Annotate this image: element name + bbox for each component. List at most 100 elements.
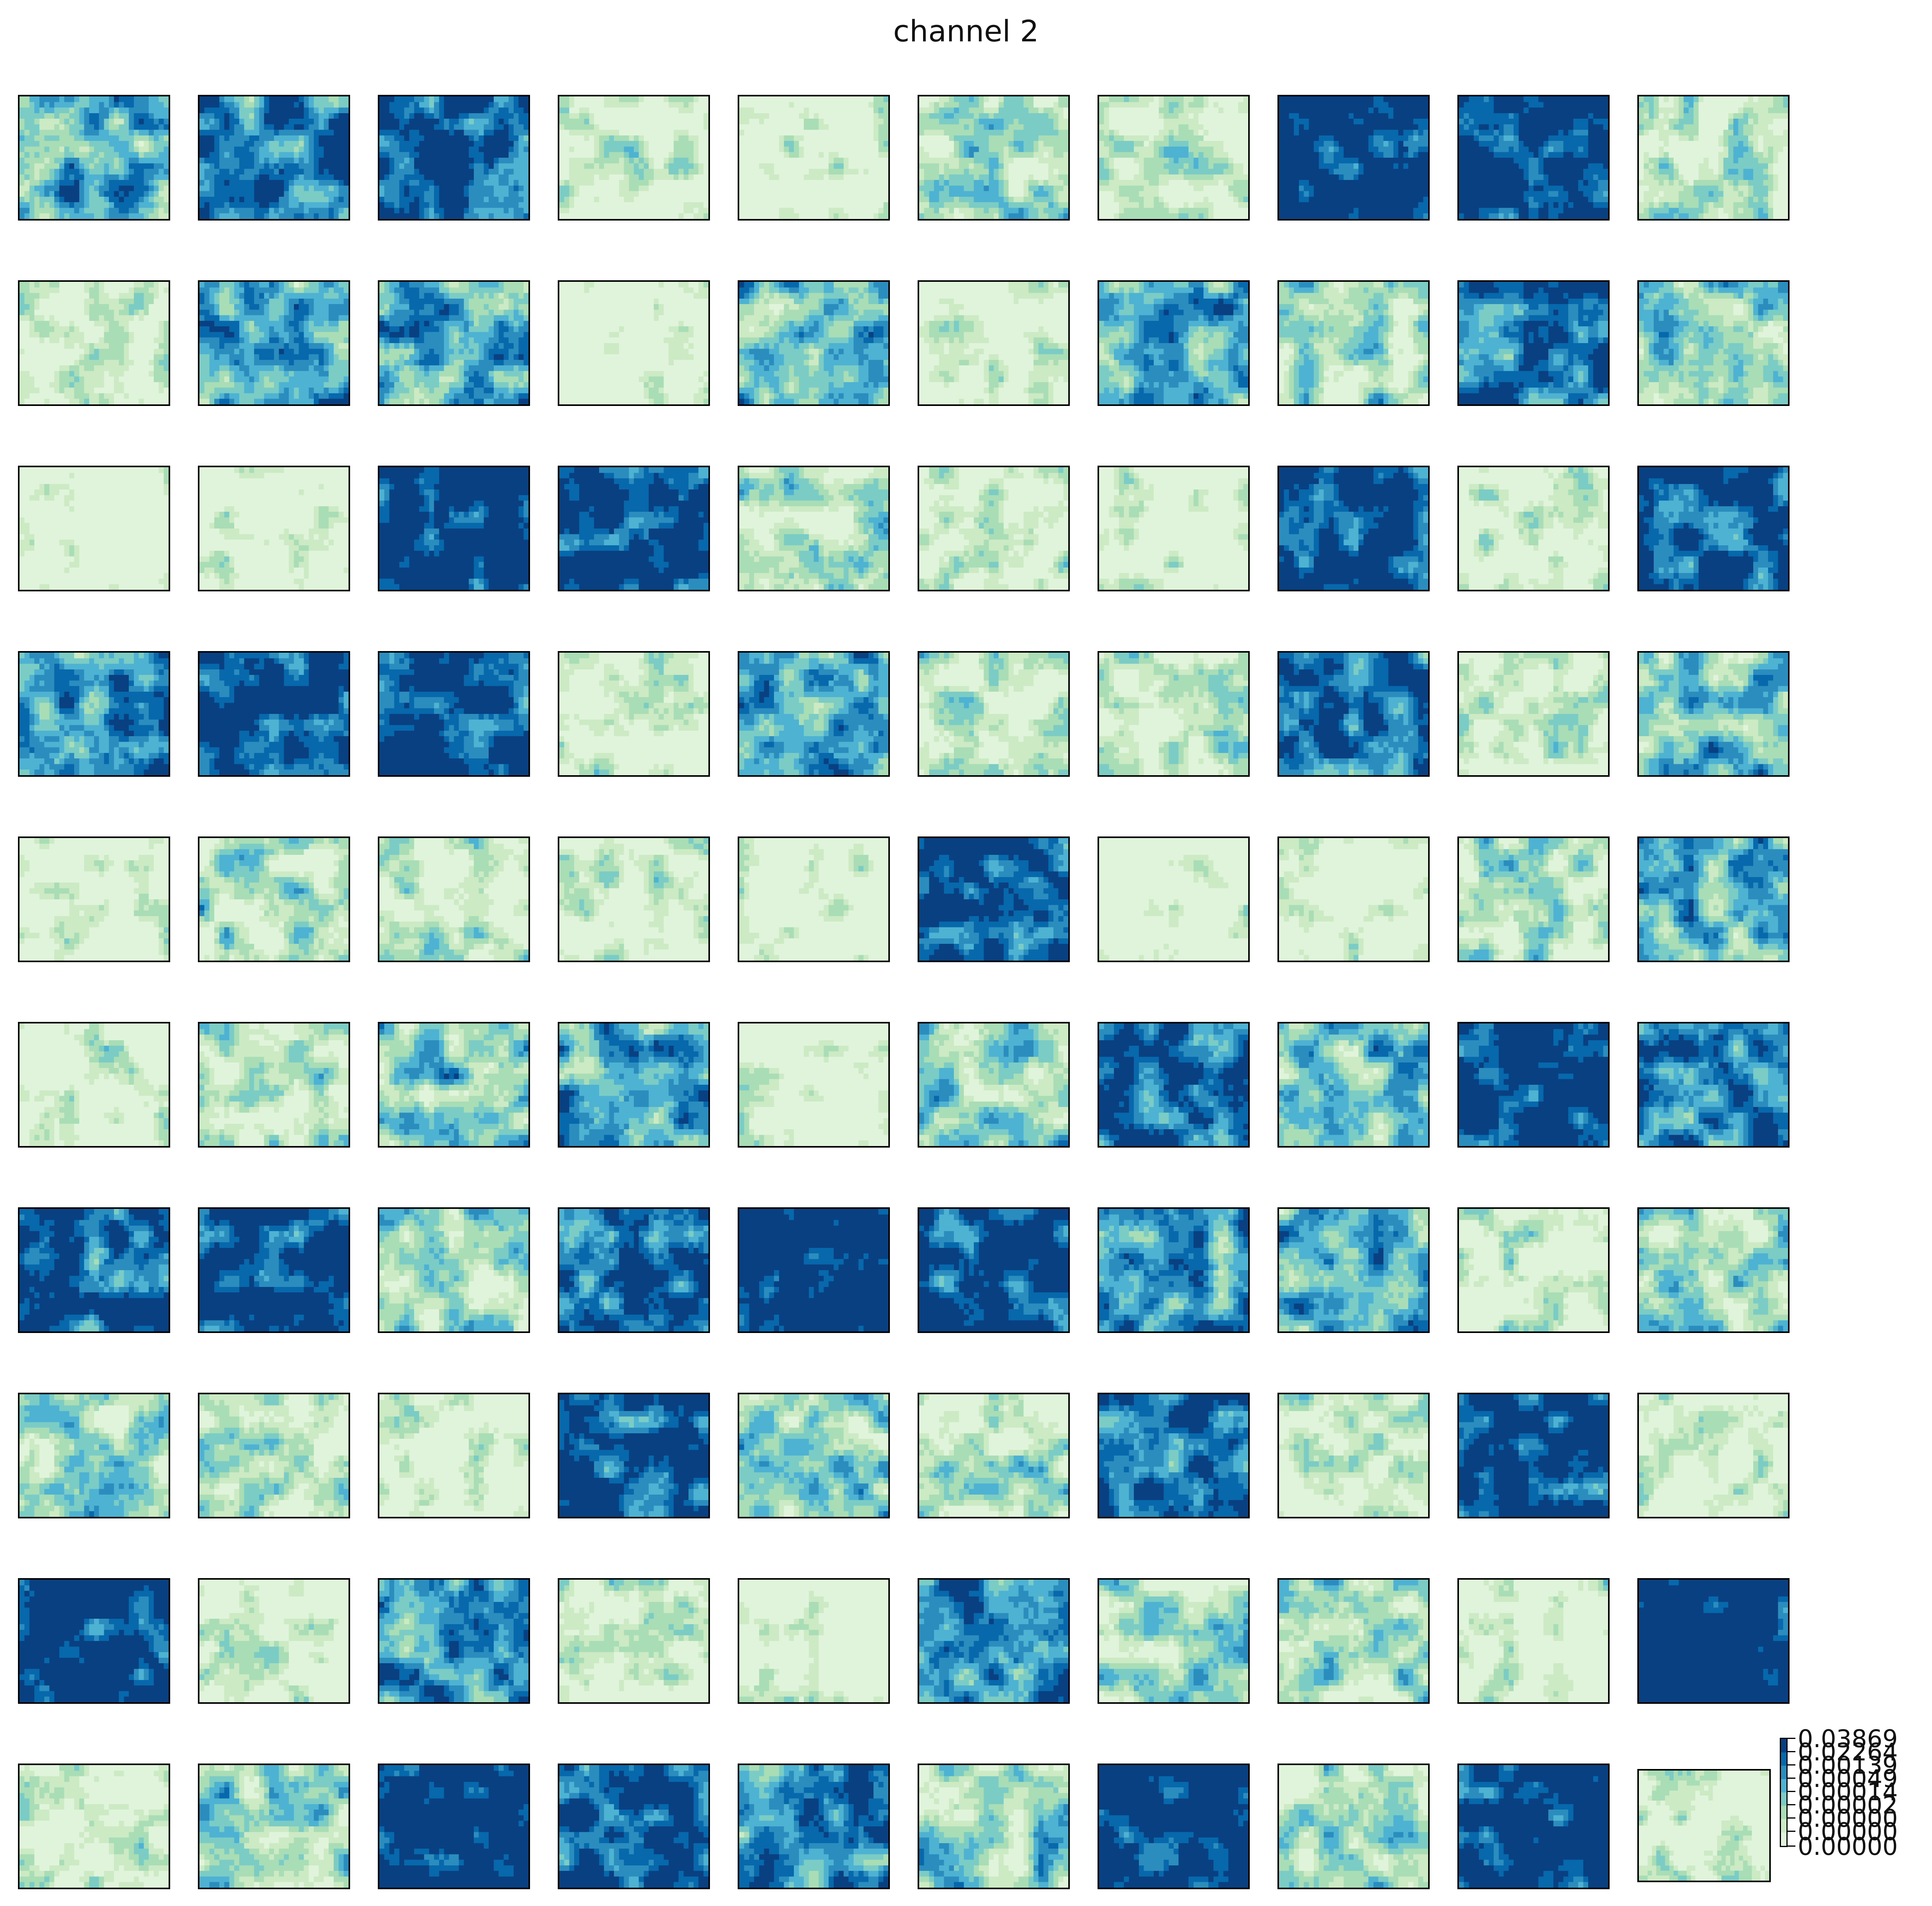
heatmap-cell: [89, 113, 94, 119]
heatmap-cell: [984, 202, 989, 208]
heatmap-cell: [1019, 130, 1024, 136]
heatmap-cell: [294, 130, 299, 136]
heatmap-cell: [1238, 119, 1244, 125]
heatmap-cell: [114, 113, 119, 119]
heatmap-cell: [469, 169, 474, 175]
heatmap-cell: [79, 96, 84, 102]
heatmap-cell: [1334, 141, 1339, 147]
heatmap-cell: [989, 124, 994, 130]
heatmap-cell: [304, 96, 309, 102]
heatmap-cell: [1129, 180, 1134, 186]
heatmap-cell: [1104, 96, 1109, 102]
heatmap-cell: [523, 141, 528, 147]
heatmap-cell: [814, 197, 819, 203]
heatmap-cell: [244, 158, 249, 164]
heatmap-cell: [1019, 124, 1024, 130]
heatmap-cell: [629, 197, 634, 203]
heatmap-cell: [594, 158, 599, 164]
heatmap-cell: [259, 152, 264, 158]
heatmap-cell: [843, 124, 849, 130]
heatmap-cell: [309, 108, 314, 114]
heatmap-cell: [234, 174, 239, 180]
heatmap-cell: [1174, 214, 1179, 219]
heatmap-cell: [464, 124, 469, 130]
heatmap-cell: [249, 152, 254, 158]
heatmap-cell: [779, 185, 784, 191]
heatmap-cell: [819, 152, 824, 158]
heatmap-cell: [749, 146, 754, 152]
heatmap-cell: [1164, 152, 1169, 158]
heatmap-cell: [873, 180, 879, 186]
heatmap-cell: [883, 191, 888, 197]
heatmap-cell: [659, 208, 664, 214]
heatmap-cell: [964, 197, 969, 203]
heatmap-cell: [1238, 202, 1244, 208]
heatmap-cell: [1223, 119, 1228, 125]
heatmap-cell: [503, 163, 509, 169]
heatmap-cell: [343, 102, 349, 108]
heatmap-cell: [69, 102, 74, 108]
heatmap-cell: [949, 214, 954, 219]
heatmap-cell: [264, 174, 269, 180]
heatmap-cell: [824, 185, 829, 191]
heatmap-cell: [314, 130, 319, 136]
heatmap-cell: [469, 163, 474, 169]
heatmap-cell: [839, 135, 844, 141]
heatmap-cell: [919, 152, 924, 158]
heatmap-cell: [589, 197, 594, 203]
heatmap-cell: [1104, 214, 1109, 219]
heatmap-cell: [129, 191, 134, 197]
heatmap-cell: [1418, 96, 1423, 102]
heatmap-cell: [634, 185, 639, 191]
heatmap-cell: [119, 191, 124, 197]
heatmap-panel: [198, 95, 350, 221]
heatmap-cell: [944, 113, 949, 119]
heatmap-cell: [1423, 108, 1428, 114]
heatmap-cell: [503, 158, 509, 164]
heatmap-cell: [1109, 152, 1114, 158]
heatmap-cell: [424, 152, 429, 158]
heatmap-cell: [1299, 152, 1304, 158]
heatmap-cell: [829, 130, 834, 136]
heatmap-cell: [1393, 158, 1398, 164]
heatmap-cell: [149, 202, 154, 208]
heatmap-cell: [1304, 135, 1309, 141]
heatmap-cell: [284, 214, 289, 219]
heatmap-cell: [249, 185, 254, 191]
heatmap-cell: [843, 102, 849, 108]
heatmap-cell: [1359, 119, 1364, 125]
heatmap-cell: [589, 102, 594, 108]
heatmap-cell: [69, 163, 74, 169]
heatmap-cell: [154, 197, 159, 203]
heatmap-cell: [1124, 130, 1129, 136]
heatmap-cell: [439, 146, 444, 152]
heatmap-cell: [559, 113, 564, 119]
heatmap-cell: [279, 202, 284, 208]
heatmap-cell: [694, 214, 699, 219]
heatmap-cell: [624, 191, 629, 197]
heatmap-cell: [1304, 146, 1309, 152]
heatmap-cell: [334, 163, 339, 169]
heatmap-cell: [1154, 169, 1159, 175]
heatmap-cell: [284, 163, 289, 169]
heatmap-cell: [688, 191, 694, 197]
heatmap-cell: [1179, 152, 1184, 158]
heatmap-cell: [1284, 152, 1289, 158]
heatmap-cell: [139, 141, 144, 147]
heatmap-cell: [1053, 146, 1059, 152]
heatmap-cell: [703, 158, 708, 164]
heatmap-cell: [749, 191, 754, 197]
heatmap-cell: [64, 191, 69, 197]
heatmap-cell: [379, 152, 384, 158]
heatmap-cell: [664, 96, 669, 102]
heatmap-cell: [794, 146, 799, 152]
heatmap-cell: [1059, 208, 1064, 214]
heatmap-cell: [84, 96, 89, 102]
heatmap-cell: [959, 191, 964, 197]
heatmap-cell: [739, 185, 744, 191]
heatmap-cell: [849, 174, 854, 180]
heatmap-cell: [1233, 108, 1238, 114]
heatmap-cell: [634, 124, 639, 130]
heatmap-cell: [934, 135, 939, 141]
heatmap-cell: [44, 214, 50, 219]
